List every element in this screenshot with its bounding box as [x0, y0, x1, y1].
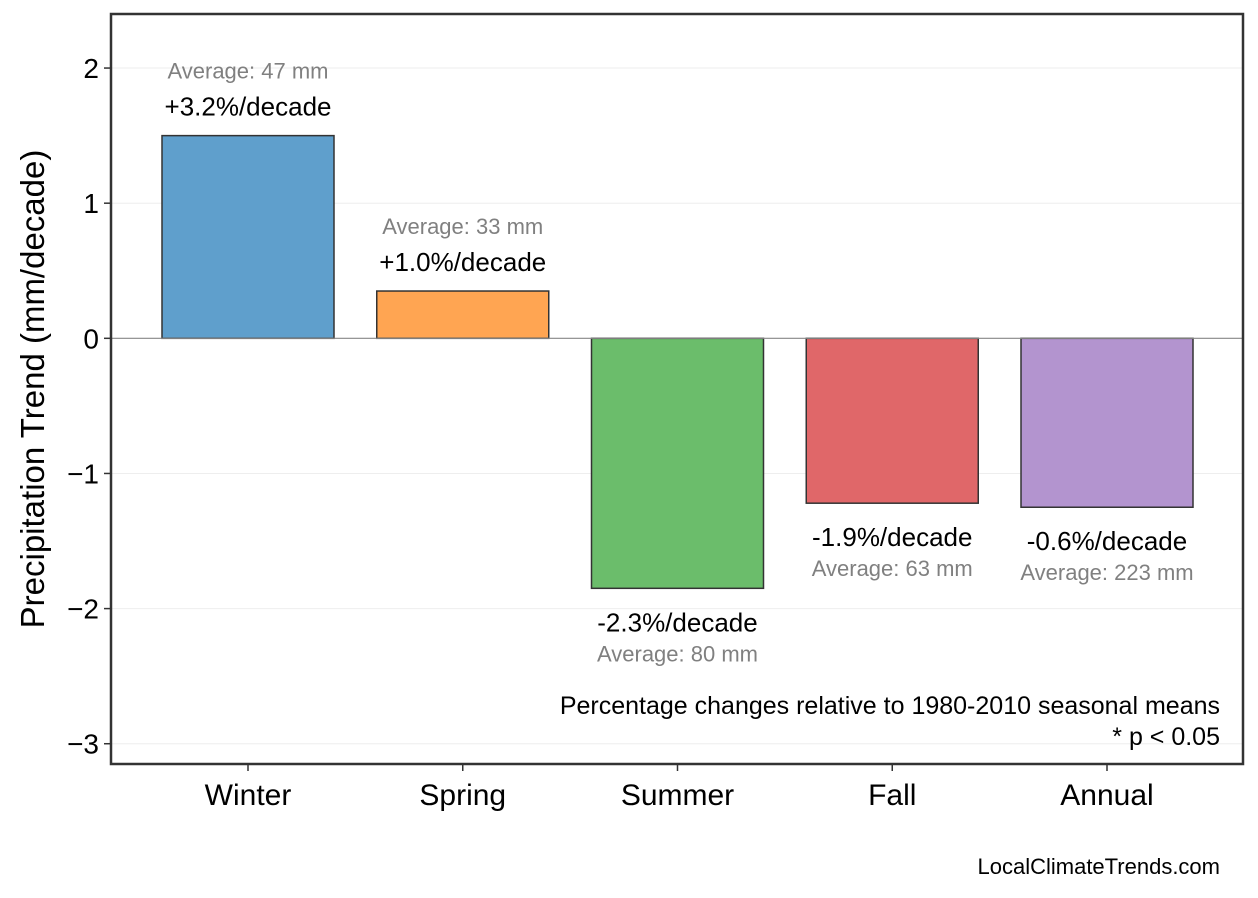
- percent-change-label: +1.0%/decade: [379, 247, 546, 277]
- bar-fall: [805, 337, 979, 504]
- y-axis: 2 1 0 −1 −2 −3: [67, 53, 111, 760]
- y-tick-label: −3: [67, 729, 99, 760]
- percent-change-label: +3.2%/decade: [165, 92, 332, 122]
- annotation-note: Percentage changes relative to 1980-2010…: [560, 692, 1220, 720]
- y-tick-label: −1: [67, 458, 99, 489]
- y-tick-label: 0: [83, 323, 99, 354]
- y-tick-label: 1: [83, 188, 99, 219]
- significance-note: * p < 0.05: [1112, 723, 1220, 751]
- source-credit: LocalClimateTrends.com: [978, 854, 1221, 879]
- percent-change-label: -0.6%/decade: [1027, 526, 1187, 556]
- percent-change-label: -2.3%/decade: [597, 607, 757, 637]
- y-tick-label: −2: [67, 594, 99, 625]
- bar-annual: [1020, 337, 1194, 508]
- y-axis-label: Precipitation Trend (mm/decade): [14, 150, 51, 629]
- percent-change-label: -1.9%/decade: [812, 522, 972, 552]
- average-label: Average: 33 mm: [382, 214, 543, 239]
- x-tick-label: Winter: [205, 779, 292, 812]
- average-label: Average: 63 mm: [812, 556, 973, 581]
- average-label: Average: 223 mm: [1020, 560, 1193, 585]
- bar-winter: [161, 134, 335, 340]
- bar-labels: +3.2%/decade Average: 47 mm +1.0%/decade Av…: [165, 59, 1194, 667]
- x-tick-label: Summer: [621, 779, 734, 812]
- x-axis: Winter Spring Summer Fall Annual: [205, 764, 1154, 812]
- bar-spring: [376, 290, 550, 340]
- bar-summer: [590, 337, 765, 590]
- annotation: Percentage changes relative to 1980-2010…: [560, 692, 1220, 751]
- average-label: Average: 47 mm: [167, 59, 328, 84]
- x-tick-label: Fall: [868, 779, 916, 812]
- x-tick-label: Spring: [419, 779, 506, 812]
- average-label: Average: 80 mm: [597, 641, 758, 666]
- x-tick-label: Annual: [1060, 779, 1153, 812]
- y-tick-label: 2: [83, 53, 99, 84]
